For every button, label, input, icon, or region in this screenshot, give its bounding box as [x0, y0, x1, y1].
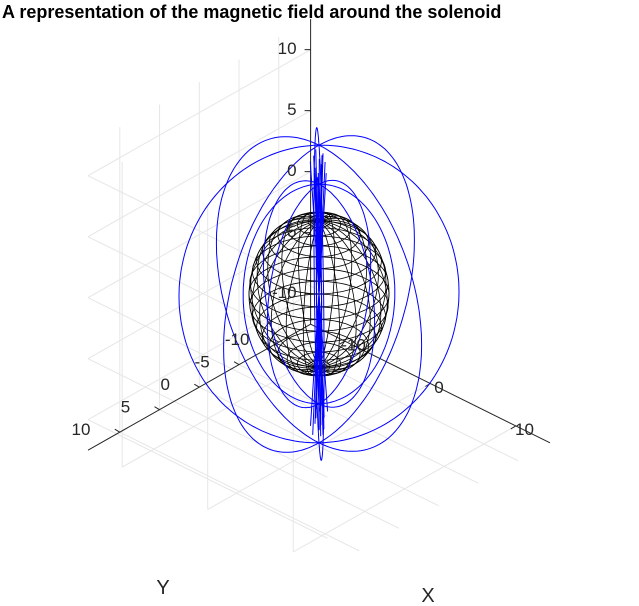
sphere-meridian	[297, 212, 320, 368]
sphere-meridian	[267, 216, 320, 368]
field-line-loop	[318, 183, 396, 405]
grid-line	[159, 409, 400, 529]
tick-labels: -10 0 10 -10 -5 0 5 10 -10 -5 0 5 10	[71, 39, 533, 439]
y-tick-mark	[154, 406, 160, 411]
grid-line	[238, 364, 479, 484]
x-tick-label: -10	[341, 335, 366, 354]
grid-line	[87, 110, 311, 238]
sphere-meridian	[318, 220, 388, 369]
grid-layer	[87, 37, 519, 553]
field-line-loop	[242, 183, 320, 405]
grid-line	[87, 297, 328, 417]
field-lines	[178, 127, 460, 461]
z-tick-label: 5	[287, 100, 296, 119]
grid-line	[119, 431, 360, 552]
field-line-loop	[318, 183, 376, 408]
sphere-meridian	[318, 220, 357, 375]
y-tick-label: 10	[71, 420, 90, 439]
sphere-meridian	[318, 213, 353, 368]
sphere-meridian	[281, 213, 320, 368]
sphere-meridian	[248, 220, 320, 368]
sphere-meridian	[318, 211, 336, 368]
field-line-loop	[318, 144, 460, 444]
chart-title: A representation of the magnetic field a…	[2, 2, 502, 22]
y-tick-mark	[233, 361, 240, 366]
z-tick-label: -5	[281, 222, 296, 241]
sphere-meridian	[250, 219, 320, 368]
sphere-meridian	[318, 217, 379, 368]
sphere-meridian	[302, 220, 320, 377]
sphere-meridian	[318, 220, 371, 372]
sphere-meridian	[318, 215, 368, 368]
grid-line	[87, 419, 328, 539]
grid-line	[87, 49, 311, 177]
sphere-meridian	[256, 218, 320, 368]
x-axis-label: X	[421, 585, 434, 606]
y-tick-label: -5	[195, 352, 210, 371]
y-tick-mark	[114, 428, 121, 433]
sphere-meridian	[270, 220, 320, 373]
field-line-loop	[215, 136, 320, 444]
y-tick-label: 5	[121, 397, 130, 416]
grid-line	[87, 293, 311, 421]
field-line-loop	[318, 144, 423, 452]
z-tick-label: 10	[278, 39, 297, 58]
field-line-loop	[318, 179, 372, 405]
grid-line	[87, 175, 328, 295]
field-line-loop	[178, 144, 320, 444]
field-line-loop	[262, 180, 320, 405]
field-line-axial	[318, 161, 326, 430]
z-tick-label: 0	[287, 161, 296, 180]
field-line-loop	[266, 183, 320, 409]
x-tick-label: 10	[515, 420, 534, 439]
y-tick-label: -10	[225, 330, 250, 349]
grid-line	[87, 171, 311, 299]
sphere-meridian	[251, 220, 320, 369]
sphere-meridian	[318, 220, 382, 370]
sphere-meridian	[318, 220, 390, 368]
sphere-meridian	[259, 220, 320, 371]
y-axis-label: Y	[156, 577, 169, 599]
x-tick-mark	[510, 425, 517, 430]
sphere-meridian	[285, 220, 320, 375]
field-line-loop	[223, 144, 320, 453]
grid-line	[87, 358, 328, 478]
z-tick-label: -10	[272, 283, 297, 302]
y-tick-mark	[194, 383, 200, 388]
field-line-loop	[318, 135, 415, 444]
sphere-meridian	[318, 219, 387, 368]
y-tick-label: 0	[160, 375, 169, 394]
x-tick-label: 0	[434, 378, 443, 397]
sphere-mesh	[248, 210, 390, 378]
grid-line	[87, 232, 311, 360]
